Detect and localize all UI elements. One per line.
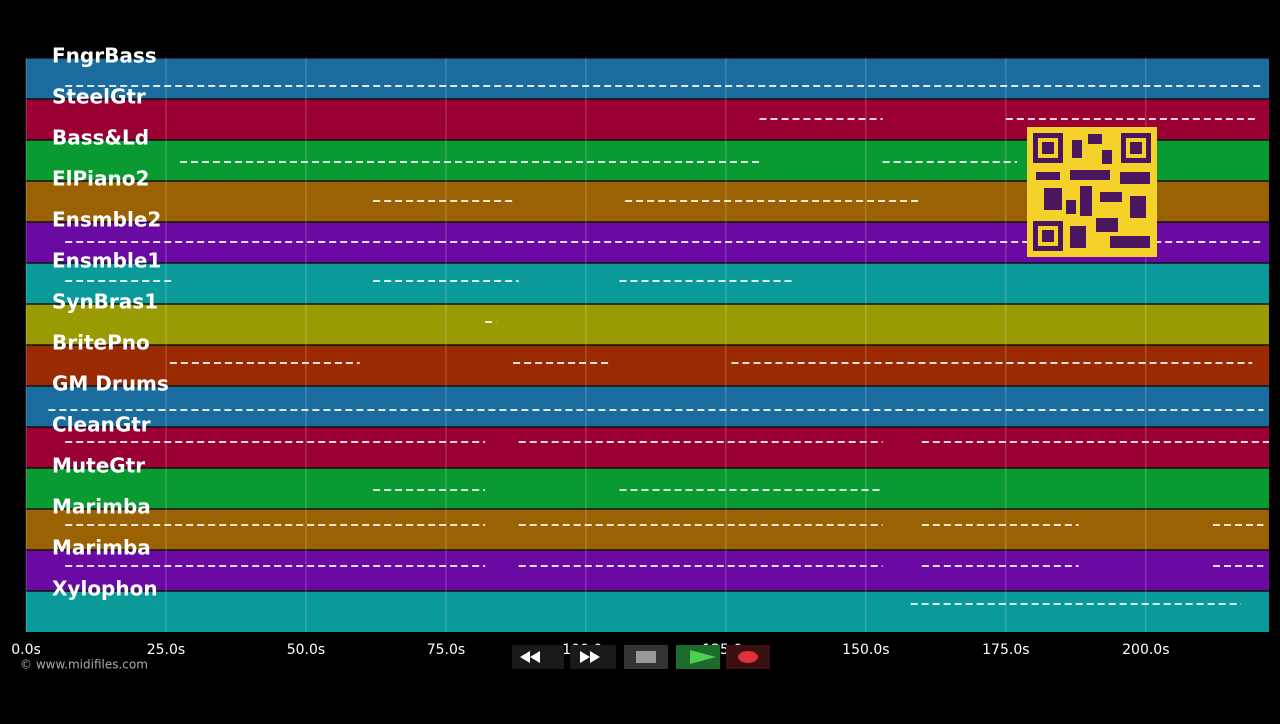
lane — [26, 468, 1269, 509]
lane — [26, 427, 1269, 468]
x-tick-label: 50.0s — [287, 642, 325, 658]
x-tick-label: 175.0s — [982, 642, 1029, 658]
lane — [26, 509, 1269, 550]
lane — [26, 386, 1269, 427]
rewind-icon — [520, 651, 540, 663]
track-name: Ensmble1 — [52, 249, 161, 273]
x-tick-label: 150.0s — [842, 642, 889, 658]
forward-icon — [580, 651, 600, 663]
x-tick-label: 25.0s — [147, 642, 185, 658]
notes — [48, 85, 1269, 605]
transport-controls — [512, 645, 770, 669]
track-name: FngrBass — [52, 44, 157, 68]
x-tick-label: 75.0s — [427, 642, 465, 658]
labels: FngrBass SteelGtr Bass&Ld ElPiano2 Ensmble2 E… — [52, 44, 169, 601]
stop-icon — [636, 651, 656, 663]
lane — [26, 345, 1269, 386]
track-name: Ensmble2 — [52, 208, 161, 232]
track-name: Xylophon — [52, 577, 158, 601]
copyright: © www.midifiles.com — [20, 658, 148, 672]
lane — [26, 550, 1269, 591]
x-tick-label: 0.0s — [11, 642, 41, 658]
record-icon — [738, 651, 758, 663]
lanes — [25, 57, 1269, 632]
lane — [26, 591, 1269, 632]
x-tick-label: 200.0s — [1122, 642, 1169, 658]
track-name: SteelGtr — [52, 85, 146, 109]
qr-code — [1027, 127, 1157, 257]
track-name: ElPiano2 — [52, 167, 149, 191]
track-name: Bass&Ld — [52, 126, 149, 150]
play-icon — [690, 650, 716, 664]
track-name: Marimba — [52, 536, 151, 560]
track-name: Marimba — [52, 495, 151, 519]
track-name: CleanGtr — [52, 413, 151, 437]
track-name: GM Drums — [52, 372, 169, 396]
track-name: SynBras1 — [52, 290, 158, 314]
track-name: MuteGtr — [52, 454, 145, 478]
lane — [26, 263, 1269, 304]
track-name: BritePno — [52, 331, 150, 355]
lane — [26, 304, 1269, 345]
lane — [26, 58, 1269, 99]
